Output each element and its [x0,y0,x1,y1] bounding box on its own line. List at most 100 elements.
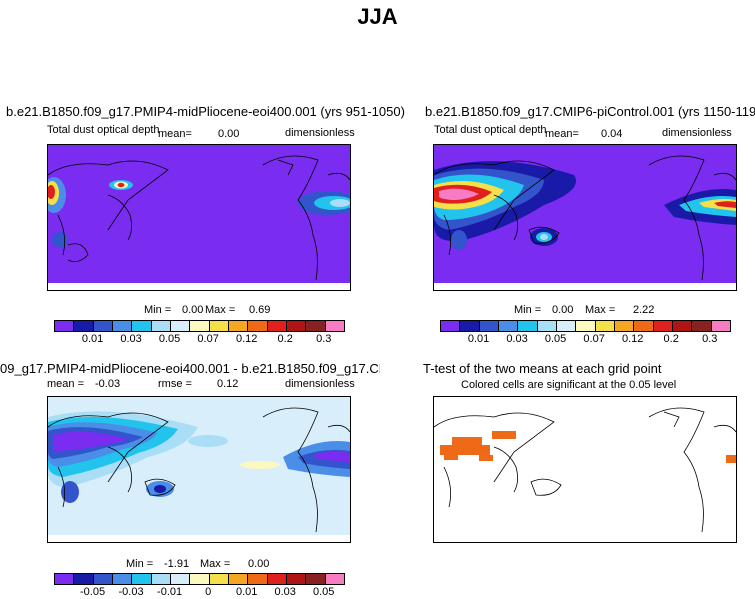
figure-title: JJA [357,4,398,29]
colorbar-swatch [112,574,133,584]
colorbar-tick-label: 0.05 [158,333,181,345]
colorbar-tick-label: 0.07 [583,333,605,345]
panel1-units: dimensionless [285,127,355,139]
colorbar-swatch [132,321,152,331]
colorbar-swatch [74,574,94,584]
colorbar-swatch [634,321,654,331]
colorbar-tick-label: 0.12 [235,333,258,345]
panel3-max-label: Max = [200,558,231,570]
panel4-map [433,396,737,543]
panel1-mean-value: 0.00 [218,128,240,140]
colorbar-swatch [325,574,344,584]
colorbar-swatch [112,321,133,331]
colorbar-swatch [653,321,673,331]
colorbar-swatch [55,321,75,331]
panel2-min-label: Min = [514,304,542,316]
panel3-map [47,396,351,543]
colorbar-tick-label: 0.2 [663,333,679,345]
colorbar-swatch [267,321,287,331]
colorbar-tick-label: 0.05 [313,586,335,598]
panel1-max-value: 0.69 [249,304,271,316]
panel1-title: b.e21.B1850.f09_g17.PMIP4-midPliocene-eo… [6,104,405,119]
colorbar-swatch [537,321,557,331]
panel2-units: dimensionless [662,127,732,139]
colorbar-swatch [190,574,210,584]
colorbar-swatch [692,321,712,331]
colorbar-swatch [151,321,171,331]
colorbar-swatch [228,321,249,331]
panel1-variable-label: Total dust optical depth [47,124,160,136]
colorbar-swatch [248,574,268,584]
colorbar-tick-label: 0.01 [235,586,258,598]
colorbar-tick-label: -0.03 [118,586,144,598]
panel1-colorbar [54,320,345,332]
colorbar-tick-label: 0.2 [277,333,293,345]
panel3-mean-label: mean = [47,378,84,390]
panel2-variable-label: Total dust optical depth [434,124,547,136]
panel2-colorbar [440,320,731,332]
colorbar-swatch [306,321,326,331]
colorbar-swatch [170,321,191,331]
panel2-max-value: 2.22 [633,304,655,316]
panel1-map [47,144,351,291]
panel4-title: T-test of the two means at each grid poi… [423,361,662,376]
colorbar-swatch [228,574,249,584]
panel1-min-value: 0.00 [182,304,204,316]
colorbar-swatch [55,574,75,584]
panel3-rmse-label: rmse = [158,378,192,390]
colorbar-swatch [325,321,344,331]
colorbar-tick-label: 0.07 [197,333,219,345]
colorbar-tick-label: -0.01 [157,586,183,598]
panel3-rmse-value: 0.12 [217,378,239,390]
colorbar-swatch [595,321,615,331]
panel3-min-value: -1.91 [164,558,190,570]
panel2-min-value: 0.00 [552,304,574,316]
panel1-max-label: Max = [205,304,236,316]
colorbar-tick-label: 0.12 [621,333,644,345]
colorbar-swatch [151,574,171,584]
colorbar-swatch [576,321,596,331]
panel3-mean-value: -0.03 [95,378,121,390]
colorbar-tick-label: 0.03 [274,586,296,598]
colorbar-swatch [132,574,152,584]
colorbar-tick-label: 0.3 [702,333,718,345]
colorbar-swatch [672,321,693,331]
panel4-subtitle: Colored cells are significant at the 0.0… [461,379,677,391]
colorbar-swatch [306,574,326,584]
colorbar-swatch [614,321,635,331]
colorbar-swatch [556,321,577,331]
panel3-max-value: 0.00 [248,558,270,570]
colorbar-tick-label: 0.01 [81,333,104,345]
colorbar-tick-label: 0.01 [467,333,490,345]
colorbar-tick-label: 0.05 [544,333,567,345]
colorbar-swatch [209,321,229,331]
colorbar-swatch [248,321,268,331]
panel3-min-label: Min = [126,558,154,570]
panel2-mean-value: 0.04 [601,128,623,140]
colorbar-swatch [518,321,538,331]
colorbar-swatch [711,321,730,331]
panel2-max-label: Max = [585,304,616,316]
colorbar-tick-label: 0.03 [120,333,142,345]
panel2-map [433,144,737,291]
panel1-min-label: Min = [144,304,172,316]
colorbar-swatch [286,321,307,331]
colorbar-swatch [441,321,461,331]
panel3-colorbar [54,573,345,585]
colorbar-swatch [479,321,499,331]
colorbar-swatch [93,321,113,331]
panel1-mean-label: mean= [158,128,192,140]
colorbar-swatch [74,321,94,331]
colorbar-swatch [498,321,519,331]
colorbar-tick-label: 0 [205,586,212,598]
panel2-mean-label: mean= [545,128,579,140]
colorbar-swatch [460,321,480,331]
colorbar-swatch [286,574,307,584]
colorbar-tick-label: 0.03 [506,333,528,345]
panel3-units: dimensionless [285,378,355,390]
colorbar-swatch [170,574,191,584]
colorbar-tick-label: 0.3 [316,333,332,345]
panel3-title: 09_g17.PMIP4-midPliocene-eoi400.001 - b.… [0,361,380,376]
colorbar-swatch [93,574,113,584]
colorbar-swatch [209,574,229,584]
